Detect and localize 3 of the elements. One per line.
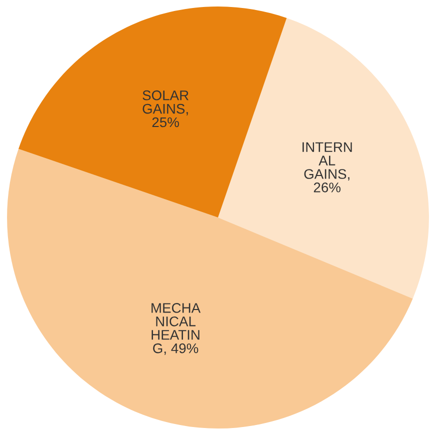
- slice-label: INTERN AL GAINS, 26%: [302, 142, 352, 192]
- slice-label: MECHA NICAL HEATIN G, 49%: [152, 303, 201, 355]
- slice-label: SOLAR GAINS, 25%: [142, 90, 188, 128]
